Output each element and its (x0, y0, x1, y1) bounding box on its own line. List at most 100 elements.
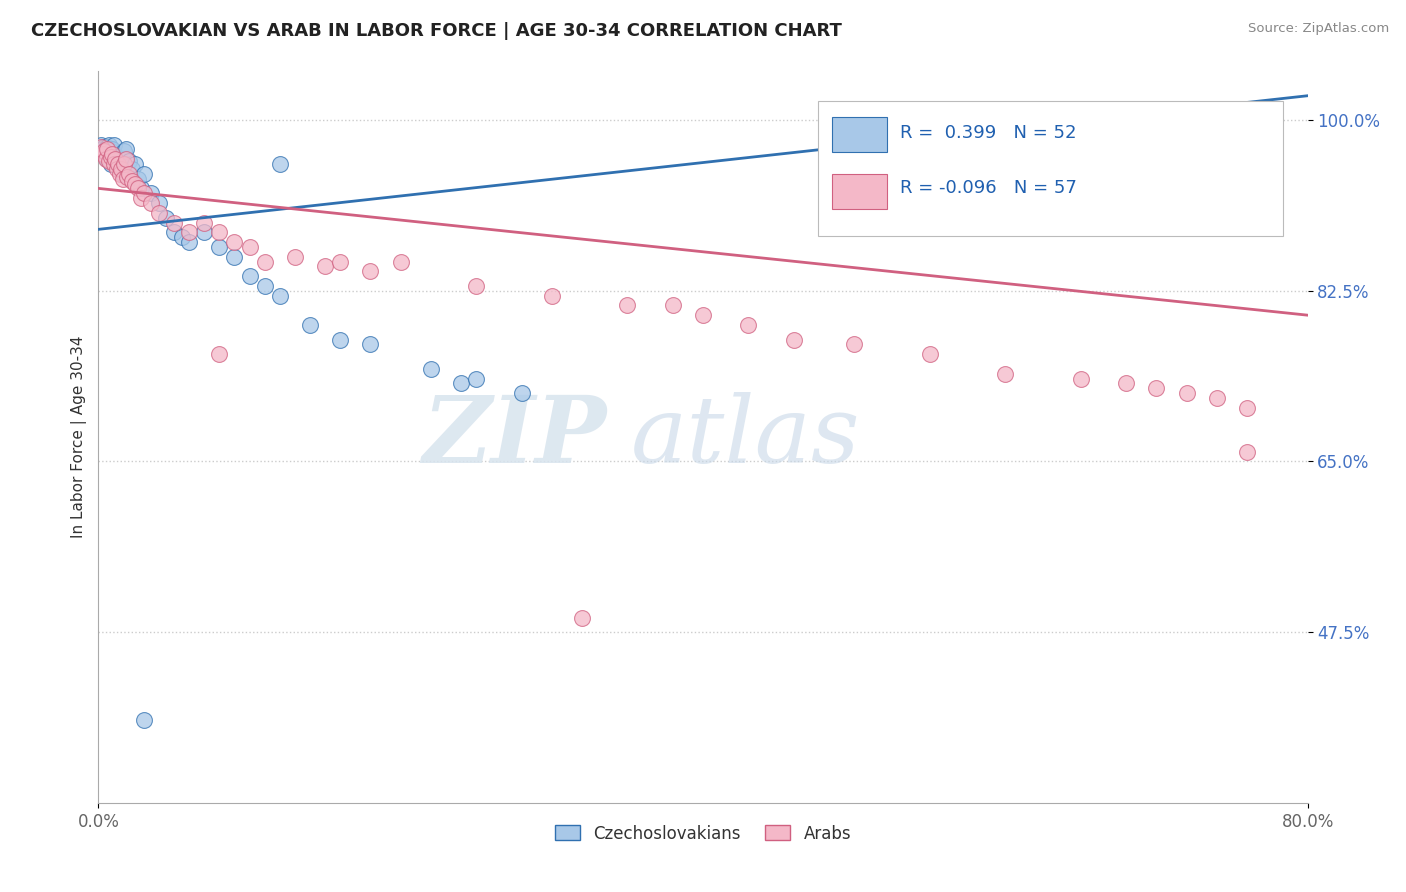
Point (98, 137, 121, 152)
Point (239, 240, 262, 254)
Point (103, 152, 125, 166)
Legend: Czechoslovakians, Arabs: Czechoslovakians, Arabs (548, 818, 858, 849)
Point (179, 225, 201, 239)
Point (616, 298, 638, 312)
Y-axis label: In Labor Force | Age 30-34: In Labor Force | Age 30-34 (72, 335, 87, 539)
Point (132, 713, 155, 727)
Point (127, 181, 149, 195)
Point (465, 279, 488, 293)
Point (692, 308, 714, 322)
Point (141, 186, 163, 201)
Point (239, 269, 262, 284)
Point (100, 157, 122, 171)
Point (179, 235, 201, 249)
Point (114, 152, 136, 166)
Point (314, 260, 336, 274)
Point (132, 186, 155, 201)
Point (112, 145, 135, 159)
Point (155, 211, 177, 225)
Point (148, 206, 170, 220)
Point (299, 318, 322, 332)
Point (465, 371, 488, 385)
Point (329, 333, 352, 347)
Point (783, 333, 806, 347)
Point (360, 337, 382, 351)
Point (110, 161, 132, 176)
Point (284, 250, 307, 264)
Point (121, 173, 143, 187)
Point (115, 169, 138, 184)
Point (1144, 381, 1167, 395)
Point (124, 157, 146, 171)
Point (104, 154, 127, 169)
Point (269, 288, 291, 302)
Point (253, 279, 276, 293)
Point (94, 152, 117, 166)
Point (107, 157, 129, 171)
Point (170, 230, 193, 244)
Point (193, 215, 215, 229)
Point (737, 318, 759, 332)
Point (193, 225, 215, 239)
Point (540, 288, 562, 302)
Point (101, 147, 124, 161)
Point (224, 250, 246, 264)
Point (105, 150, 128, 164)
Bar (832, 117, 887, 152)
Point (1206, 391, 1229, 405)
Point (1236, 401, 1258, 415)
Point (329, 254, 352, 268)
Point (94, 142, 117, 156)
Bar (832, 174, 887, 209)
Point (96, 142, 118, 156)
Point (994, 367, 1017, 381)
Point (571, 610, 593, 624)
Text: R =  0.399   N = 52: R = 0.399 N = 52 (900, 124, 1077, 142)
Point (127, 171, 149, 186)
Point (1236, 444, 1258, 458)
Point (93, 145, 115, 159)
Point (253, 254, 276, 268)
Point (510, 386, 533, 401)
Point (1115, 376, 1137, 391)
Point (98, 154, 121, 169)
Point (114, 142, 136, 156)
Point (661, 298, 683, 312)
Text: CZECHOSLOVAKIAN VS ARAB IN LABOR FORCE | AGE 30-34 CORRELATION CHART: CZECHOSLOVAKIAN VS ARAB IN LABOR FORCE |… (31, 22, 842, 40)
FancyBboxPatch shape (818, 101, 1284, 236)
Point (94, 145, 117, 159)
Point (108, 167, 131, 181)
Point (450, 376, 472, 391)
Text: R = -0.096   N = 57: R = -0.096 N = 57 (900, 179, 1077, 197)
Point (103, 157, 125, 171)
Point (163, 215, 186, 229)
Point (90, 137, 112, 152)
Point (90, 140, 112, 154)
Point (208, 240, 231, 254)
Point (1070, 371, 1092, 385)
Point (118, 167, 141, 181)
Point (124, 177, 146, 191)
Point (111, 167, 134, 181)
Point (103, 137, 125, 152)
Text: ZIP: ZIP (422, 392, 606, 482)
Point (93, 140, 115, 154)
Point (93, 147, 115, 161)
Text: atlas: atlas (630, 392, 860, 482)
Point (100, 150, 122, 164)
Text: Source: ZipAtlas.com: Source: ZipAtlas.com (1249, 22, 1389, 36)
Point (100, 145, 122, 159)
Point (110, 161, 132, 176)
Point (107, 157, 129, 171)
Point (224, 235, 246, 249)
Point (105, 161, 128, 176)
Point (121, 161, 143, 176)
Point (420, 361, 443, 376)
Point (129, 191, 152, 205)
Point (112, 157, 135, 171)
Point (101, 150, 124, 164)
Point (96, 140, 118, 154)
Point (269, 157, 291, 171)
Point (91, 142, 114, 156)
Point (360, 264, 382, 278)
